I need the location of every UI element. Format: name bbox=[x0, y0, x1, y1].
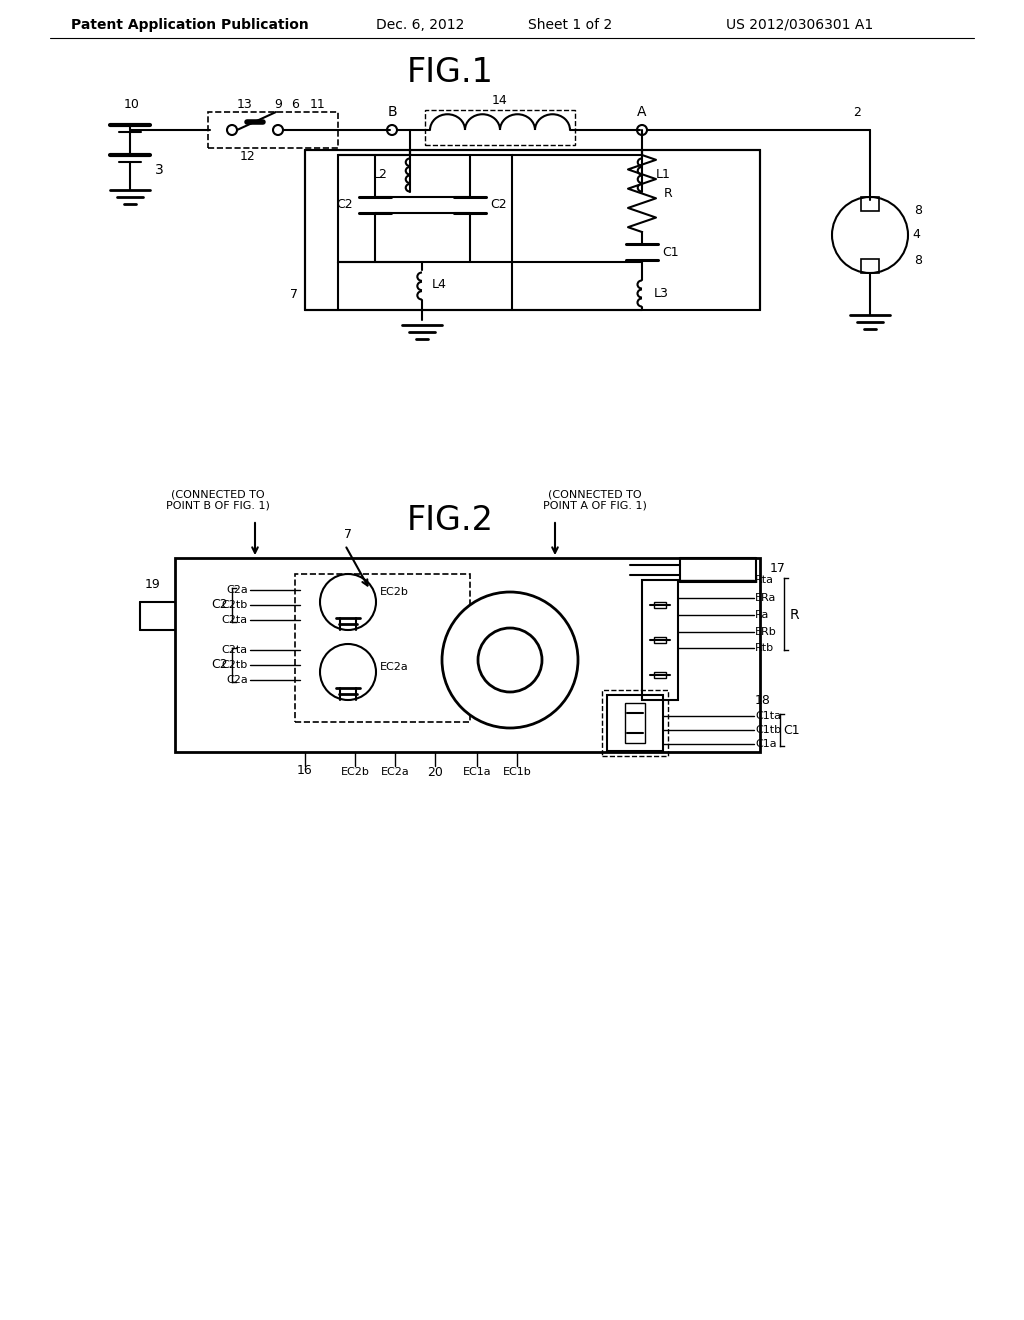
Text: 2: 2 bbox=[853, 106, 861, 119]
Text: L3: L3 bbox=[654, 286, 669, 300]
Text: EC2a: EC2a bbox=[380, 663, 409, 672]
Text: C1tb: C1tb bbox=[755, 725, 781, 735]
Text: 12: 12 bbox=[240, 150, 256, 164]
Circle shape bbox=[831, 197, 908, 273]
Text: 6: 6 bbox=[291, 99, 299, 111]
Bar bbox=[208, 112, 338, 148]
Bar bbox=[654, 602, 666, 609]
Text: 16: 16 bbox=[297, 763, 313, 776]
Text: R: R bbox=[664, 187, 673, 201]
Text: L4: L4 bbox=[432, 279, 446, 292]
Circle shape bbox=[319, 644, 376, 700]
Text: 8: 8 bbox=[914, 203, 922, 216]
Text: C2: C2 bbox=[490, 198, 507, 211]
Bar bbox=[295, 574, 470, 722]
Text: US 2012/0306301 A1: US 2012/0306301 A1 bbox=[726, 18, 873, 32]
Text: 17: 17 bbox=[770, 561, 785, 574]
Circle shape bbox=[478, 628, 542, 692]
Bar bbox=[861, 259, 879, 273]
Text: 9: 9 bbox=[274, 99, 282, 111]
Text: C1: C1 bbox=[662, 246, 679, 259]
Bar bbox=[625, 704, 645, 743]
Text: 20: 20 bbox=[427, 766, 443, 779]
Text: 8: 8 bbox=[914, 253, 922, 267]
Bar bbox=[607, 696, 663, 751]
Text: 7: 7 bbox=[290, 289, 298, 301]
Text: R: R bbox=[790, 609, 800, 622]
Text: 3: 3 bbox=[155, 162, 164, 177]
Bar bbox=[654, 638, 666, 643]
Circle shape bbox=[387, 125, 397, 135]
Bar bbox=[642, 579, 678, 700]
Text: 18: 18 bbox=[755, 693, 771, 706]
Text: L1: L1 bbox=[656, 169, 671, 181]
Text: (CONNECTED TO
POINT B OF FIG. 1): (CONNECTED TO POINT B OF FIG. 1) bbox=[166, 490, 270, 511]
Text: C2a: C2a bbox=[226, 585, 248, 595]
Text: ERb: ERb bbox=[755, 627, 777, 638]
Text: (CONNECTED TO
POINT A OF FIG. 1): (CONNECTED TO POINT A OF FIG. 1) bbox=[543, 490, 647, 511]
Bar bbox=[175, 558, 760, 752]
Text: FIG.2: FIG.2 bbox=[407, 503, 494, 536]
Text: EC2a: EC2a bbox=[381, 767, 410, 777]
Text: 7: 7 bbox=[344, 528, 352, 541]
Text: ERa: ERa bbox=[755, 593, 776, 603]
Text: C2: C2 bbox=[336, 198, 353, 211]
Text: 13: 13 bbox=[238, 99, 253, 111]
Text: FIG.1: FIG.1 bbox=[407, 55, 494, 88]
Text: Patent Application Publication: Patent Application Publication bbox=[71, 18, 309, 32]
Text: 14: 14 bbox=[493, 94, 508, 107]
Text: EC1b: EC1b bbox=[503, 767, 531, 777]
Text: C2a: C2a bbox=[226, 675, 248, 685]
Bar bbox=[654, 672, 666, 678]
Text: EC1a: EC1a bbox=[463, 767, 492, 777]
Text: Dec. 6, 2012: Dec. 6, 2012 bbox=[376, 18, 464, 32]
Text: C1ta: C1ta bbox=[755, 711, 781, 721]
Text: Rta: Rta bbox=[755, 576, 774, 585]
Bar bbox=[338, 154, 512, 261]
Text: B: B bbox=[387, 106, 397, 119]
Text: C2: C2 bbox=[211, 659, 228, 672]
Text: C2ta: C2ta bbox=[222, 645, 248, 655]
Text: EC2b: EC2b bbox=[380, 587, 409, 597]
Text: 10: 10 bbox=[124, 99, 140, 111]
Text: C2tb: C2tb bbox=[222, 660, 248, 671]
Bar bbox=[861, 197, 879, 211]
Text: Rtb: Rtb bbox=[755, 643, 774, 653]
Text: EC2b: EC2b bbox=[341, 767, 370, 777]
Text: Ra: Ra bbox=[755, 610, 769, 620]
Text: C1a: C1a bbox=[755, 739, 776, 748]
Circle shape bbox=[227, 125, 237, 135]
Bar bbox=[602, 690, 668, 756]
Circle shape bbox=[442, 591, 578, 729]
Text: 19: 19 bbox=[145, 578, 161, 591]
Text: L2: L2 bbox=[373, 169, 388, 181]
Circle shape bbox=[637, 125, 647, 135]
Bar bbox=[425, 110, 575, 145]
Circle shape bbox=[273, 125, 283, 135]
Bar bbox=[305, 150, 760, 310]
Text: Sheet 1 of 2: Sheet 1 of 2 bbox=[528, 18, 612, 32]
Text: C1: C1 bbox=[783, 723, 800, 737]
Text: C2tb: C2tb bbox=[222, 601, 248, 610]
Text: C2ta: C2ta bbox=[222, 615, 248, 624]
Text: A: A bbox=[637, 106, 647, 119]
Text: C2: C2 bbox=[211, 598, 228, 611]
Text: 11: 11 bbox=[310, 99, 326, 111]
Circle shape bbox=[319, 574, 376, 630]
Text: 4: 4 bbox=[912, 228, 920, 242]
